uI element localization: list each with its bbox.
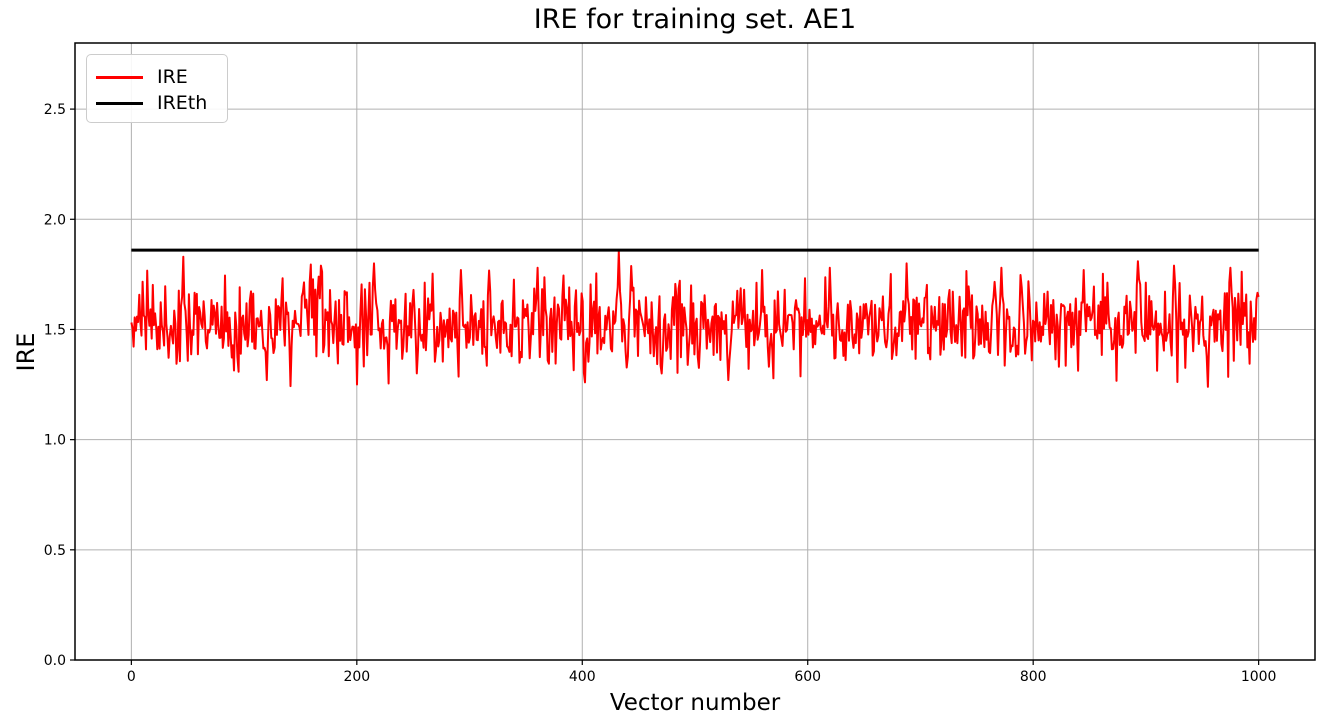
- x-tick-label: 800: [1020, 669, 1047, 685]
- x-axis-label: Vector number: [609, 690, 781, 716]
- y-axis-label: IRE: [12, 332, 40, 372]
- x-tick-label: 1000: [1241, 669, 1277, 685]
- legend-entry-ire: IRE: [96, 64, 227, 90]
- x-tick-label: 0: [127, 669, 136, 685]
- legend-label-ireth: IREth: [157, 91, 208, 114]
- legend-entry-ireth: IREth: [96, 90, 227, 116]
- x-tick-label: 400: [569, 669, 596, 685]
- x-tick-label: 200: [343, 669, 370, 685]
- y-tick-label: 0.0: [44, 653, 66, 669]
- axes-spines: [74, 42, 1316, 661]
- legend-label-ire: IRE: [157, 65, 188, 88]
- y-tick-label: 2.0: [44, 212, 66, 228]
- y-tick-label: 2.5: [44, 102, 66, 118]
- chart-title: IRE for training set. AE1: [533, 4, 857, 35]
- y-tick-label: 1.0: [44, 433, 66, 449]
- legend: IRE IREth: [86, 54, 228, 123]
- y-tick-label: 1.5: [44, 322, 66, 338]
- x-tick-label: 600: [794, 669, 821, 685]
- legend-line-ire-swatch: [96, 75, 143, 79]
- legend-line-ireth-swatch: [96, 101, 143, 105]
- y-tick-label: 0.5: [44, 543, 66, 559]
- series-line-ire: [130, 250, 1260, 388]
